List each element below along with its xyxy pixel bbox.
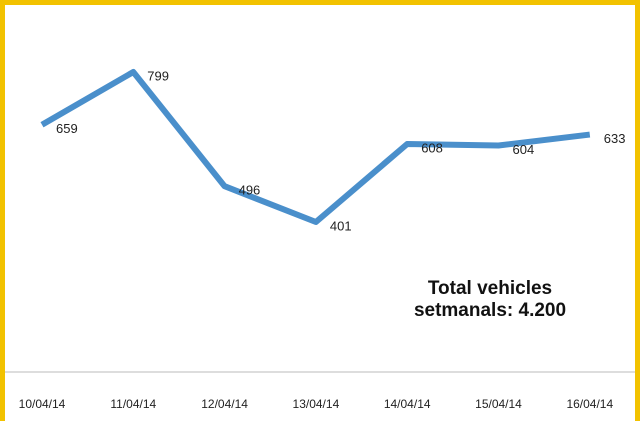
data-label: 401 xyxy=(330,218,352,233)
data-label: 604 xyxy=(513,142,535,157)
x-tick-label: 12/04/14 xyxy=(201,397,248,411)
data-label: 608 xyxy=(421,140,443,155)
x-tick-label: 16/04/14 xyxy=(566,397,613,411)
data-label: 496 xyxy=(239,183,261,198)
frame-left xyxy=(0,0,5,421)
x-tick-label: 13/04/14 xyxy=(293,397,340,411)
line xyxy=(40,69,591,225)
x-tick-label: 10/04/14 xyxy=(19,397,66,411)
frame-top xyxy=(0,0,640,5)
data-label: 633 xyxy=(604,131,626,146)
x-tick-label: 11/04/14 xyxy=(110,397,156,411)
frame-right xyxy=(635,0,640,421)
annotation: Total vehicles xyxy=(428,278,552,299)
data-label: 659 xyxy=(56,121,78,136)
data-label: 799 xyxy=(147,68,169,83)
x-tick-label: 15/04/14 xyxy=(475,397,522,411)
annotation: setmanals: 4.200 xyxy=(414,300,566,321)
x-tick-label: 14/04/14 xyxy=(384,397,431,411)
